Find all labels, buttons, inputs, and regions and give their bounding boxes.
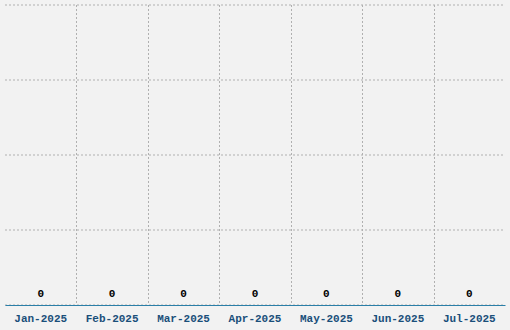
x-tick: Jan-2025 <box>14 305 67 325</box>
grid-line-x <box>362 5 363 305</box>
x-axis-line <box>6 305 506 306</box>
grid-line-x <box>219 5 220 305</box>
x-tick: Mar-2025 <box>157 305 210 325</box>
grid-line-y <box>5 230 505 231</box>
grid-line-x <box>291 5 292 305</box>
grid-line-y <box>5 5 505 6</box>
x-tick: Jun-2025 <box>371 305 424 325</box>
y-axis-line <box>5 6 6 306</box>
x-tick-label: Jun-2025 <box>371 313 424 325</box>
bar <box>19 305 62 306</box>
data-label: 0 <box>37 288 44 300</box>
data-label: 0 <box>252 288 259 300</box>
y-axis <box>5 6 7 306</box>
bar <box>448 305 491 306</box>
grid-line-x <box>434 5 435 305</box>
data-labels: 0 0 0 0 0 0 0 <box>37 288 472 300</box>
bar <box>234 305 277 306</box>
bar <box>91 305 134 306</box>
data-label: 0 <box>323 288 330 300</box>
data-label: 0 <box>109 288 116 300</box>
bar <box>376 305 419 306</box>
bar <box>305 305 348 306</box>
x-tick: Jul-2025 <box>443 305 496 325</box>
x-tick: May-2025 <box>300 305 353 325</box>
data-label: 0 <box>395 288 402 300</box>
grid-line-y <box>5 305 505 306</box>
bar <box>162 305 205 306</box>
x-tick-label: Feb-2025 <box>86 313 139 325</box>
chart: 0 0 0 0 0 0 0 Jan-2025 Feb-2025 Mar-2025 Apr-2025 M… <box>0 0 510 330</box>
data-label: 0 <box>466 288 473 300</box>
x-tick-label: Jan-2025 <box>14 313 67 325</box>
grid <box>5 5 505 305</box>
x-tick-label: Apr-2025 <box>229 313 282 325</box>
grid-line-y <box>5 155 505 156</box>
grid-line-y <box>5 80 505 81</box>
x-tick: Feb-2025 <box>86 305 139 325</box>
data-label: 0 <box>180 288 187 300</box>
x-tick-label: May-2025 <box>300 313 353 325</box>
x-tick-label: Mar-2025 <box>157 313 210 325</box>
x-axis: Jan-2025 Feb-2025 Mar-2025 Apr-2025 May-2025… <box>6 305 506 325</box>
x-tick: Apr-2025 <box>229 305 282 325</box>
grid-line-x <box>148 5 149 305</box>
plot-background <box>5 5 505 305</box>
grid-line-x <box>76 5 77 305</box>
x-tick-label: Jul-2025 <box>443 313 496 325</box>
